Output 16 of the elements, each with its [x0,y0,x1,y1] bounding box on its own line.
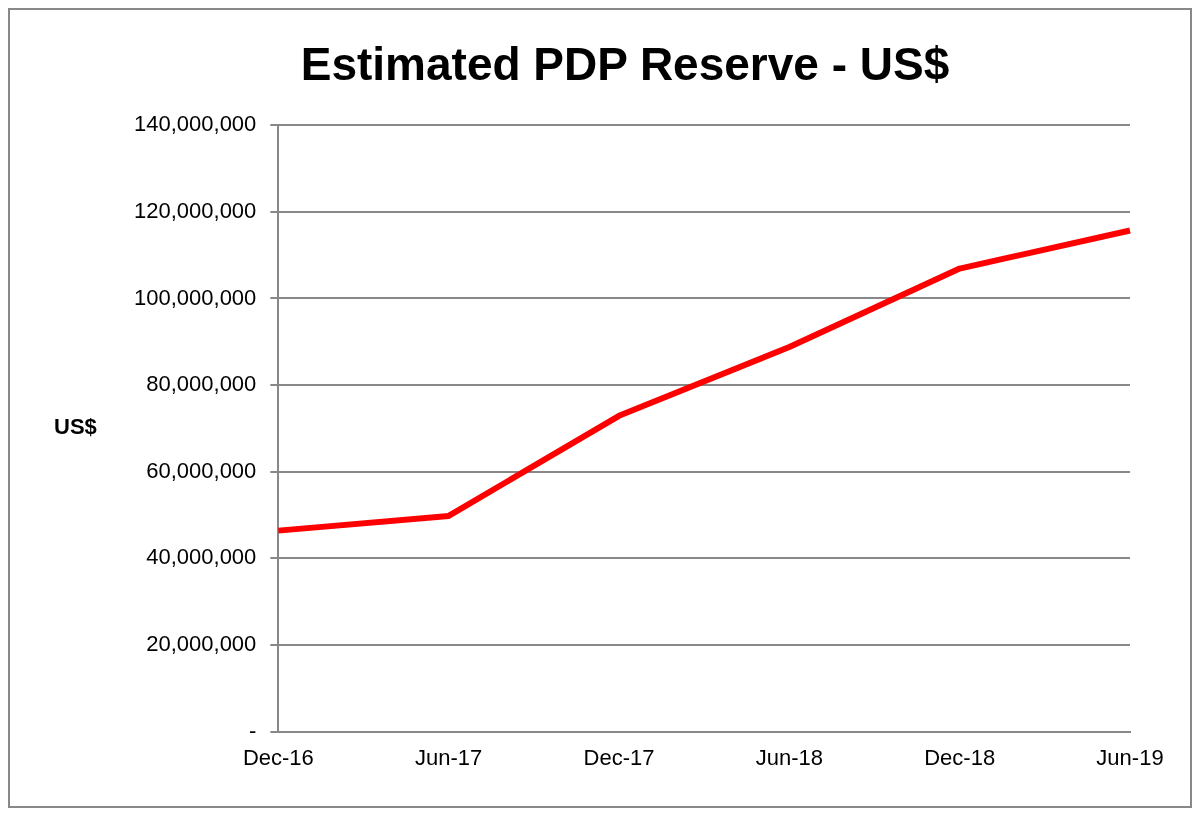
y-axis-title: US$ [54,414,97,440]
x-tick-label: Dec-16 [242,744,314,770]
chart-title: Estimated PDP Reserve - US$ [300,38,950,91]
y-tick-label: 140,000,000 [134,111,257,137]
y-tick-label: 20,000,000 [146,631,257,657]
y-tick-label: - [249,717,257,743]
x-tick-label: Dec-17 [583,744,655,770]
y-tick-label: 40,000,000 [146,544,257,570]
x-tick-label: Jun-17 [415,744,483,770]
x-tick-label: Jun-18 [755,744,823,770]
x-tick-label: Jun-19 [1096,744,1164,770]
y-tick-label: 120,000,000 [134,197,257,223]
x-tick-label: Dec-18 [924,744,996,770]
y-tick-label: 80,000,000 [146,371,257,397]
y-tick-label: 100,000,000 [134,284,257,310]
y-tick-label: 60,000,000 [146,457,257,483]
